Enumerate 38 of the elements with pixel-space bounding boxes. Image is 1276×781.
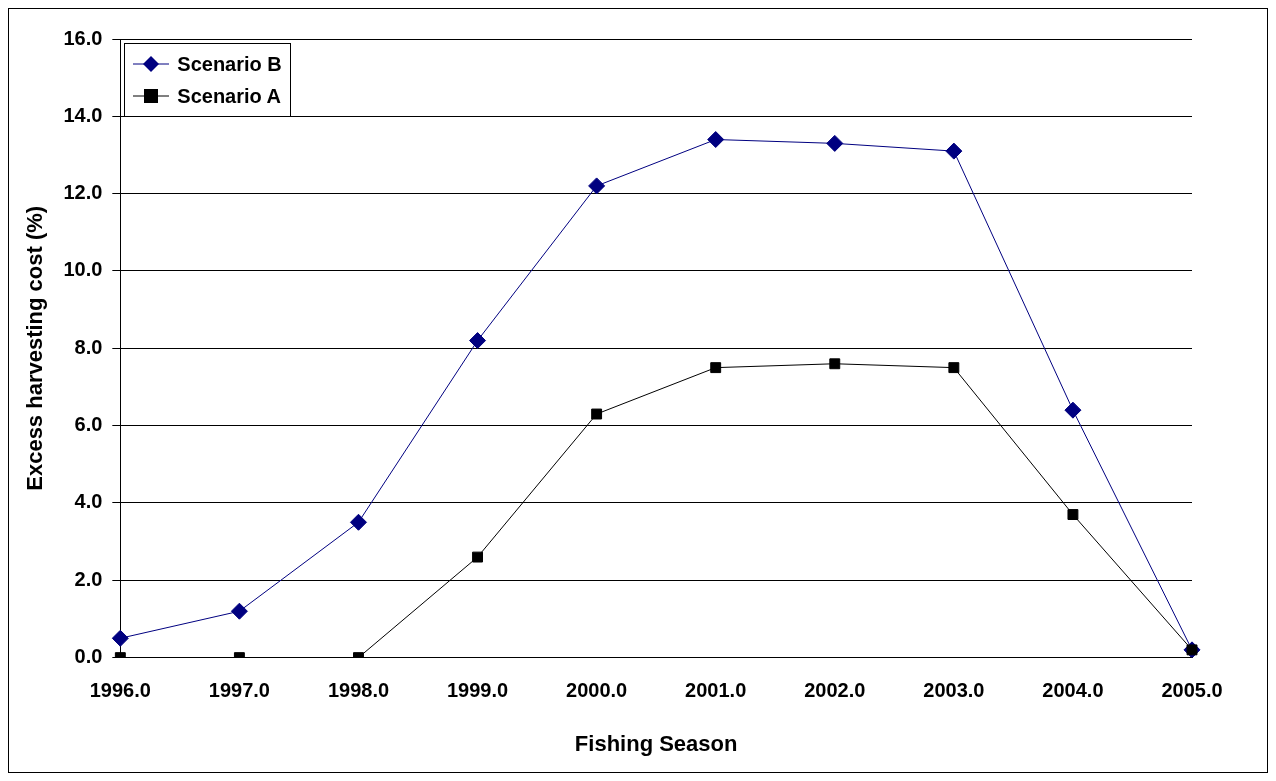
point xyxy=(707,131,725,149)
x-tick-label: 2004.0 xyxy=(1042,679,1104,702)
point xyxy=(472,551,483,563)
y-tick-label: 12.0 xyxy=(63,181,103,204)
point xyxy=(948,362,960,374)
point xyxy=(1067,509,1079,520)
y-tick-label: 16.0 xyxy=(63,26,103,49)
x-tick-label: 1996.0 xyxy=(89,679,151,702)
y-tick-label: 4.0 xyxy=(74,490,103,513)
point xyxy=(710,362,722,374)
point xyxy=(829,358,841,370)
y-axis-title: Excess harvesting cost (%) xyxy=(22,205,48,491)
point xyxy=(1064,401,1082,419)
x-tick-label: 2002.0 xyxy=(804,679,866,702)
x-tick-label: 2001.0 xyxy=(685,679,747,702)
y-tick-label: 10.0 xyxy=(63,258,103,281)
y-tick-label: 0.0 xyxy=(74,645,103,668)
x-tick-label: 2000.0 xyxy=(566,679,628,702)
point xyxy=(588,177,606,195)
point xyxy=(826,134,844,152)
x-tick-label: 2003.0 xyxy=(923,679,985,702)
legend-label: Scenario A xyxy=(177,84,282,108)
point xyxy=(349,513,367,531)
point xyxy=(111,629,129,647)
x-axis-title: Fishing Season xyxy=(574,730,738,756)
legend-label: Scenario B xyxy=(177,52,282,76)
y-tick-label: 14.0 xyxy=(63,103,103,126)
x-tick-label: 1997.0 xyxy=(208,679,270,702)
x-tick-label: 2005.0 xyxy=(1161,679,1223,702)
x-tick-label: 1999.0 xyxy=(446,679,509,702)
x-tick-label: 1998.0 xyxy=(327,679,390,702)
y-tick-label: 2.0 xyxy=(74,567,103,590)
point xyxy=(591,408,603,420)
point xyxy=(469,332,487,350)
y-tick-label: 6.0 xyxy=(74,413,103,436)
y-tick-label: 8.0 xyxy=(74,335,103,358)
point xyxy=(945,142,963,160)
point xyxy=(230,602,248,620)
